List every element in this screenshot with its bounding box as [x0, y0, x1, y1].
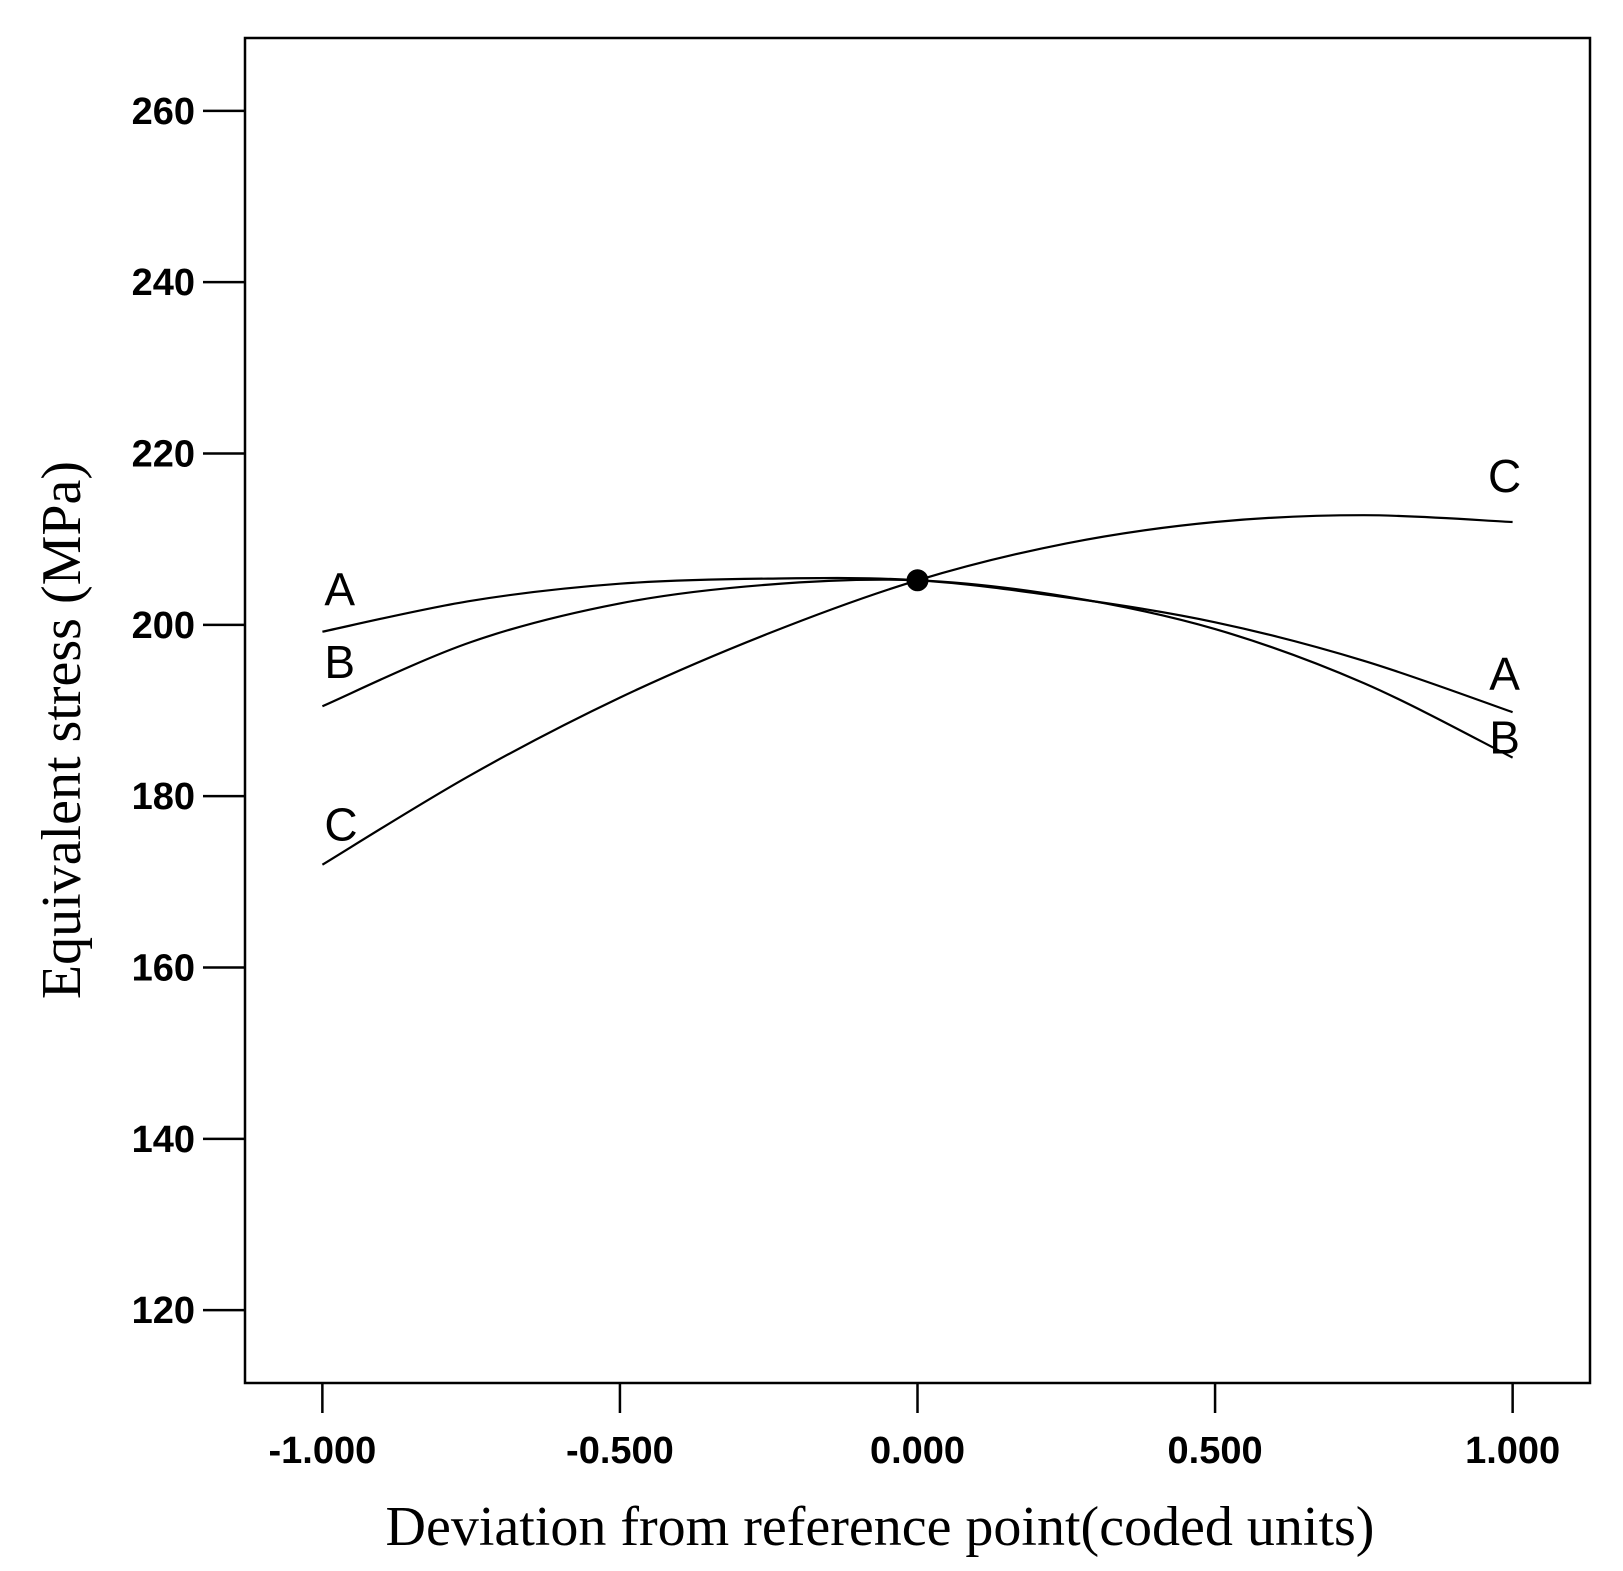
series-end-label-a: A [1489, 648, 1520, 700]
x-tick-label: -0.500 [566, 1430, 674, 1472]
series-end-label-c: C [1488, 450, 1521, 502]
y-tick-label: 200 [132, 605, 195, 647]
y-tick-label: 260 [132, 91, 195, 133]
x-tick-label: 0.500 [1168, 1430, 1263, 1472]
x-axis-title: Deviation from reference point(coded uni… [386, 1496, 1375, 1558]
y-axis-title: Equivalent stress (MPa) [31, 461, 93, 999]
y-tick-label: 180 [132, 776, 195, 818]
y-tick-label: 240 [132, 262, 195, 304]
x-tick-label: -1.000 [268, 1430, 376, 1472]
x-axis: -1.000 -0.500 0.000 0.500 1.000 [268, 1383, 1560, 1472]
plot-frame [243, 36, 1592, 1385]
reference-point-marker [906, 569, 929, 592]
series-end-label-b: B [1489, 712, 1520, 764]
series-line-c [321, 514, 1513, 866]
series-line-b [321, 578, 1514, 759]
series-start-label-c: C [324, 799, 357, 851]
series-start-label-b: B [324, 636, 355, 688]
y-axis: 120 140 160 180 200 220 240 260 [132, 91, 245, 1332]
y-tick-label: 220 [132, 433, 195, 475]
x-tick-label: 1.000 [1465, 1430, 1560, 1472]
series-line-a [322, 576, 1513, 714]
y-tick-label: 120 [132, 1290, 195, 1332]
series-start-label-a: A [324, 564, 355, 616]
y-tick-label: 160 [132, 948, 195, 990]
y-tick-label: 140 [132, 1119, 195, 1161]
x-tick-label: 0.000 [870, 1430, 965, 1472]
series-lines [321, 514, 1514, 866]
